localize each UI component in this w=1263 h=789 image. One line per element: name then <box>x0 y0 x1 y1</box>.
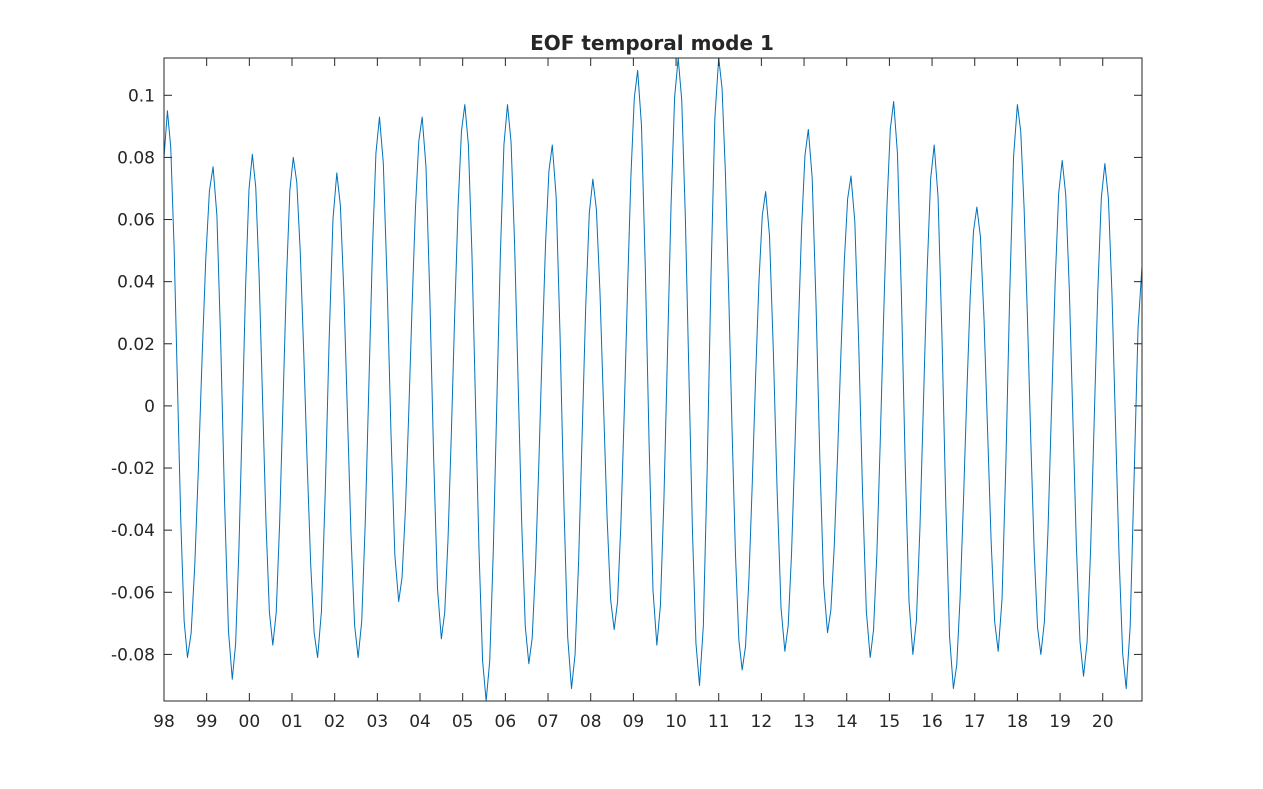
x-axis: 98 99 00 01 02 03 04 05 06 07 08 09 10 11 12 13 14 15 16 17… <box>153 58 1114 732</box>
x-tick-label: 16 <box>921 712 943 732</box>
x-tick-label: 13 <box>793 712 815 732</box>
y-tick-label: 0.06 <box>117 211 155 231</box>
axes-box <box>163 57 1143 702</box>
y-tick-label: 0 <box>144 397 155 417</box>
x-tick-label: 05 <box>452 712 474 732</box>
x-tick-label: 11 <box>708 712 730 732</box>
x-tick-label: 07 <box>537 712 559 732</box>
x-tick-label: 15 <box>879 712 901 732</box>
x-tick-label: 06 <box>495 712 517 732</box>
x-tick-label: 17 <box>964 712 986 732</box>
x-tick-label: 08 <box>580 712 602 732</box>
x-tick-label: 00 <box>239 712 261 732</box>
x-tick-label: 20 <box>1092 712 1114 732</box>
series-line-0 <box>164 58 1142 701</box>
y-tick-label: 0.02 <box>117 335 155 355</box>
chart-title: EOF temporal mode 1 <box>530 31 774 55</box>
y-tick-label: 0.1 <box>128 86 155 106</box>
x-tick-label: 99 <box>196 712 218 732</box>
y-tick-label: 0.04 <box>117 273 155 293</box>
y-tick-label: -0.06 <box>111 583 155 603</box>
x-tick-label: 14 <box>836 712 858 732</box>
x-tick-label: 10 <box>665 712 687 732</box>
x-tick-label: 98 <box>153 712 175 732</box>
x-tick-label: 12 <box>751 712 773 732</box>
x-tick-label: 01 <box>281 712 303 732</box>
y-tick-label: -0.04 <box>111 521 155 541</box>
series-layer <box>164 58 1142 701</box>
x-tick-label: 18 <box>1007 712 1029 732</box>
x-tick-label: 09 <box>623 712 645 732</box>
y-tick-label: -0.02 <box>111 459 155 479</box>
x-tick-label: 02 <box>324 712 346 732</box>
x-tick-label: 03 <box>367 712 389 732</box>
x-tick-label: 19 <box>1049 712 1071 732</box>
x-tick-label: 04 <box>409 712 431 732</box>
y-tick-label: -0.08 <box>111 645 155 665</box>
y-axis: -0.08 -0.06 -0.04 -0.02 0 0.02 0.04 0.06 0.08 0.1 <box>111 86 1142 665</box>
plot-area <box>164 58 1142 701</box>
y-tick-label: 0.08 <box>117 148 155 168</box>
